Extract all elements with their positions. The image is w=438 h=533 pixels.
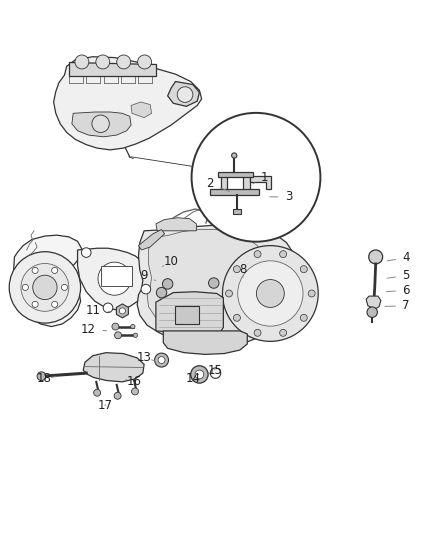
Circle shape bbox=[158, 357, 165, 364]
Text: 5: 5 bbox=[387, 269, 410, 282]
Circle shape bbox=[208, 278, 219, 288]
Text: 12: 12 bbox=[81, 323, 106, 336]
Circle shape bbox=[33, 275, 57, 300]
Polygon shape bbox=[138, 230, 165, 250]
Polygon shape bbox=[131, 102, 152, 118]
Circle shape bbox=[32, 301, 38, 308]
Polygon shape bbox=[78, 248, 150, 310]
Text: 11: 11 bbox=[86, 303, 111, 317]
Polygon shape bbox=[233, 209, 241, 214]
Circle shape bbox=[233, 314, 240, 321]
Circle shape bbox=[177, 87, 193, 102]
Circle shape bbox=[37, 372, 46, 381]
Circle shape bbox=[155, 353, 169, 367]
Circle shape bbox=[96, 55, 110, 69]
Polygon shape bbox=[250, 176, 271, 189]
Text: 10: 10 bbox=[162, 255, 179, 268]
Circle shape bbox=[9, 252, 81, 323]
Circle shape bbox=[131, 325, 135, 329]
Circle shape bbox=[279, 251, 286, 257]
Circle shape bbox=[61, 284, 67, 290]
Circle shape bbox=[94, 389, 101, 396]
Polygon shape bbox=[366, 296, 381, 309]
Circle shape bbox=[254, 329, 261, 336]
Text: 9: 9 bbox=[141, 269, 155, 282]
Circle shape bbox=[52, 301, 58, 308]
Polygon shape bbox=[210, 189, 259, 195]
Circle shape bbox=[369, 250, 383, 264]
Circle shape bbox=[156, 287, 167, 298]
Text: 17: 17 bbox=[98, 399, 113, 412]
Polygon shape bbox=[101, 265, 132, 286]
Circle shape bbox=[21, 263, 69, 311]
Text: 8: 8 bbox=[239, 263, 247, 277]
Circle shape bbox=[22, 284, 28, 290]
Polygon shape bbox=[176, 305, 199, 324]
Polygon shape bbox=[168, 82, 199, 107]
Circle shape bbox=[117, 55, 131, 69]
Polygon shape bbox=[83, 353, 144, 382]
Circle shape bbox=[300, 265, 307, 273]
Circle shape bbox=[138, 55, 152, 69]
Circle shape bbox=[114, 392, 121, 399]
Text: 4: 4 bbox=[387, 251, 410, 264]
Text: 3: 3 bbox=[270, 190, 292, 204]
Circle shape bbox=[131, 388, 138, 395]
Circle shape bbox=[308, 290, 315, 297]
Circle shape bbox=[191, 113, 321, 241]
Polygon shape bbox=[72, 112, 131, 137]
Polygon shape bbox=[243, 173, 250, 191]
Circle shape bbox=[233, 265, 240, 273]
Text: 13: 13 bbox=[137, 351, 155, 365]
Text: 16: 16 bbox=[126, 375, 141, 389]
Circle shape bbox=[256, 279, 284, 308]
Circle shape bbox=[223, 246, 318, 341]
Text: 18: 18 bbox=[37, 372, 55, 385]
Circle shape bbox=[195, 370, 204, 379]
Circle shape bbox=[133, 333, 138, 337]
Circle shape bbox=[226, 290, 233, 297]
Circle shape bbox=[191, 366, 208, 383]
Polygon shape bbox=[156, 218, 196, 231]
Text: 7: 7 bbox=[385, 299, 410, 312]
Circle shape bbox=[254, 251, 261, 257]
Polygon shape bbox=[221, 173, 227, 191]
Circle shape bbox=[81, 248, 91, 257]
Text: 1: 1 bbox=[253, 171, 268, 184]
Circle shape bbox=[32, 268, 38, 273]
Text: 14: 14 bbox=[185, 372, 201, 385]
Text: 6: 6 bbox=[386, 284, 410, 297]
Circle shape bbox=[92, 115, 110, 133]
Polygon shape bbox=[156, 292, 223, 334]
Circle shape bbox=[232, 153, 237, 158]
Circle shape bbox=[238, 261, 303, 326]
Circle shape bbox=[75, 55, 89, 69]
Circle shape bbox=[112, 323, 119, 330]
Polygon shape bbox=[53, 56, 201, 150]
Text: 2: 2 bbox=[207, 177, 230, 191]
Circle shape bbox=[103, 303, 113, 313]
Circle shape bbox=[367, 307, 378, 318]
Circle shape bbox=[119, 308, 125, 314]
Polygon shape bbox=[218, 172, 253, 177]
Polygon shape bbox=[69, 62, 156, 76]
Circle shape bbox=[162, 279, 173, 289]
Polygon shape bbox=[14, 235, 82, 327]
Circle shape bbox=[141, 284, 151, 294]
Polygon shape bbox=[137, 225, 294, 346]
Circle shape bbox=[279, 329, 286, 336]
Circle shape bbox=[115, 332, 121, 339]
Polygon shape bbox=[163, 331, 247, 354]
Circle shape bbox=[210, 368, 221, 378]
Circle shape bbox=[52, 268, 58, 273]
Polygon shape bbox=[147, 230, 266, 336]
Text: 15: 15 bbox=[207, 364, 222, 377]
Circle shape bbox=[98, 262, 131, 295]
Circle shape bbox=[300, 314, 307, 321]
